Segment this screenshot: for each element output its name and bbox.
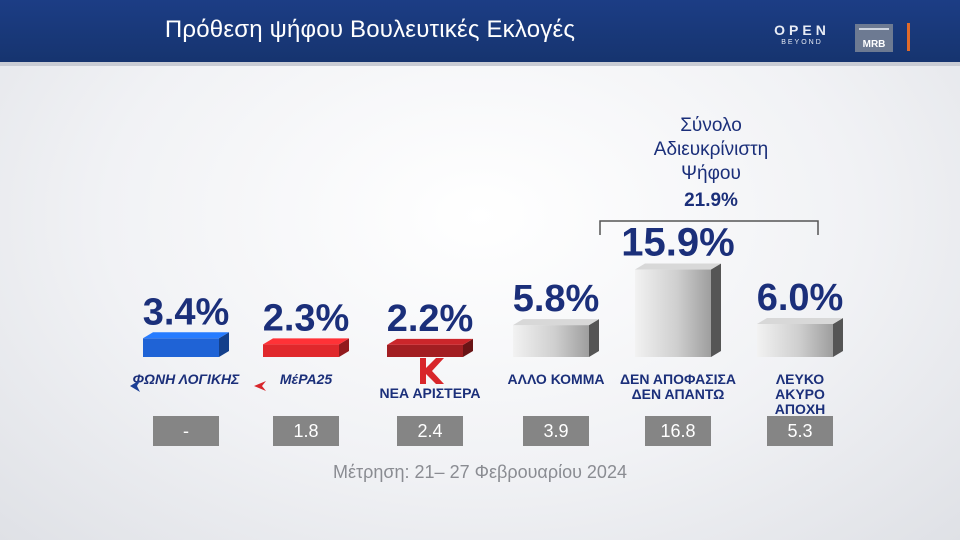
category-label-3-0: ΑΛΛΟ ΚΟΜΜΑ	[508, 371, 605, 387]
logo-open-text: OPEN	[774, 22, 830, 38]
prev-value-2: 2.4	[417, 421, 442, 441]
bar-0	[143, 338, 219, 357]
bar-side-2	[463, 338, 473, 357]
prev-box-3	[523, 416, 589, 446]
prev-value-4: 16.8	[660, 421, 695, 441]
bar-1	[263, 344, 339, 357]
category-label-0-0: ΦΩΝΗ ΛΟΓΙΚΗΣ	[133, 371, 241, 387]
group-label-0: Σύνολο	[680, 115, 742, 136]
value-label-4: 15.9%	[621, 221, 734, 265]
mera25-emblem-icon	[254, 381, 266, 391]
prev-value-5: 5.3	[787, 421, 812, 441]
category-label-1-0: ΜέΡΑ25	[280, 371, 333, 387]
header-accent-bar	[907, 23, 910, 51]
bar-side-5	[833, 318, 843, 357]
value-label-0: 3.4%	[143, 291, 230, 333]
bar-side-1	[339, 338, 349, 357]
group-label-2: Ψήφου	[681, 163, 741, 184]
bar-4	[635, 269, 711, 357]
header-stripe	[0, 62, 960, 66]
prev-value-3: 3.9	[543, 421, 568, 441]
prev-value-0: -	[183, 421, 189, 441]
open-beyond-logo: OPEN BEYOND	[772, 22, 832, 46]
bar-2	[387, 344, 463, 357]
prev-value-1: 1.8	[293, 421, 318, 441]
category-label-5-1: ΑΚΥΡΟ	[775, 386, 825, 402]
header-bar: Πρόθεση ψήφου Βουλευτικές Εκλογές OPEN B…	[0, 0, 960, 62]
bar-side-3	[589, 319, 599, 357]
bar-top-4	[635, 263, 721, 270]
prev-box-0	[153, 416, 219, 446]
foni-logikis-emblem-icon	[130, 380, 140, 392]
group-bracket	[599, 220, 819, 235]
prev-box-1	[273, 416, 339, 446]
bar-top-5	[757, 318, 843, 324]
group-label-1: Αδιευκρίνιστη	[654, 139, 768, 160]
prev-box-5	[767, 416, 833, 446]
bar-top-3	[513, 319, 599, 326]
prev-box-2	[397, 416, 463, 446]
value-label-3: 5.8%	[513, 278, 600, 320]
category-label-4-1: ΔΕΝ ΑΠΑΝΤΩ	[632, 386, 725, 402]
bar-top-2	[387, 338, 473, 345]
bar-side-4	[711, 263, 721, 357]
bar-top-0	[143, 332, 229, 339]
logo-open-subtext: BEYOND	[781, 39, 823, 46]
value-label-5: 6.0%	[757, 277, 844, 319]
value-label-2: 2.2%	[387, 298, 474, 340]
bar-top-1	[263, 338, 349, 345]
page-title: Πρόθεση ψήφου Βουλευτικές Εκλογές	[164, 16, 576, 43]
bar-3	[513, 325, 589, 357]
category-label-5-2: ΑΠΟΧΗ	[775, 401, 826, 417]
category-label-4-0: ΔΕΝ ΑΠΟΦΑΣΙΣΑ	[620, 371, 736, 387]
mrb-logo: MRB	[855, 24, 893, 52]
survey-date-note: Μέτρηση: 21– 27 Φεβρουαρίου 2024	[333, 462, 627, 482]
prev-box-4	[645, 416, 711, 446]
vote-intention-chart: 3.4% ΦΩΝΗ ΛΟΓΙΚΗΣ - 2.3% ΜέΡΑ25 1.8 2.2% ΝΕΑ ΑΡ…	[130, 115, 844, 446]
nea-aristera-emblem-icon	[420, 358, 444, 384]
bar-5	[757, 324, 833, 357]
group-value: 21.9%	[684, 190, 738, 211]
category-label-2-0: ΝΕΑ ΑΡΙΣΤΕΡΑ	[380, 385, 481, 401]
value-label-1: 2.3%	[263, 297, 350, 339]
category-label-5-0: ΛΕΥΚΟ	[776, 371, 824, 387]
bar-side-0	[219, 332, 229, 357]
